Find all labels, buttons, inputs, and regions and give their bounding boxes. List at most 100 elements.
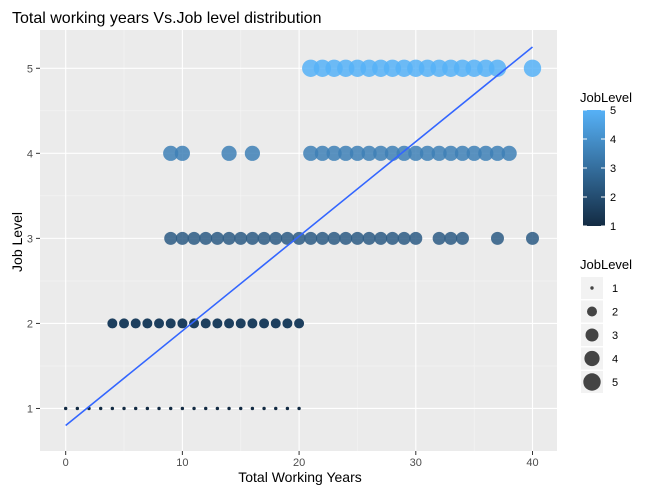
color-legend-title: JobLevel xyxy=(580,90,632,105)
data-point-level-1 xyxy=(63,406,68,411)
data-point-level-2 xyxy=(294,318,305,329)
y-tick-label: 4 xyxy=(27,148,33,160)
data-point-level-3 xyxy=(269,231,283,245)
data-point-level-4 xyxy=(361,145,377,161)
data-point-level-2 xyxy=(235,318,246,329)
data-point-level-3 xyxy=(315,231,329,245)
data-point-level-2 xyxy=(259,318,270,329)
data-point-level-4 xyxy=(349,145,366,161)
data-point-level-1 xyxy=(227,406,231,411)
colorbar-label: 5 xyxy=(610,105,616,117)
y-tick-label: 2 xyxy=(27,318,33,330)
data-point-level-4 xyxy=(489,145,506,161)
data-point-level-3 xyxy=(455,231,469,245)
trend-line xyxy=(65,46,533,427)
data-point-level-4 xyxy=(431,145,447,161)
y-tick-label: 3 xyxy=(27,233,33,245)
data-point-level-1 xyxy=(98,406,103,411)
data-point-level-3 xyxy=(187,231,201,245)
data-point-level-2 xyxy=(142,318,153,329)
data-point-level-3 xyxy=(490,231,504,245)
data-point-level-3 xyxy=(362,231,376,245)
data-point-level-2 xyxy=(189,318,200,329)
size-legend-point xyxy=(584,350,600,367)
data-point-level-5 xyxy=(523,59,542,77)
data-point-level-3 xyxy=(525,231,539,245)
data-point-level-1 xyxy=(297,406,301,411)
data-point-level-3 xyxy=(292,231,306,245)
data-point-level-1 xyxy=(250,406,255,411)
size-legend-point xyxy=(590,286,594,290)
data-point-level-4 xyxy=(326,145,342,161)
data-point-level-4 xyxy=(174,145,190,161)
data-point-level-4 xyxy=(373,145,389,161)
size-legend-label: 1 xyxy=(612,283,618,295)
data-point-level-4 xyxy=(408,145,424,161)
color-legend: JobLevel 1 2 3 4 5 xyxy=(580,90,632,233)
data-point-level-1 xyxy=(285,406,290,411)
x-tick-label: 20 xyxy=(293,457,305,469)
colorbar-label: 2 xyxy=(610,192,616,204)
data-point-level-2 xyxy=(224,318,235,329)
x-axis-title: Total Working Years xyxy=(238,469,361,485)
data-point-level-4 xyxy=(454,145,471,161)
data-point-level-1 xyxy=(122,406,126,411)
data-point-level-3 xyxy=(350,231,364,245)
data-point-level-1 xyxy=(215,406,220,411)
data-point-level-4 xyxy=(478,145,494,161)
data-point-level-2 xyxy=(107,318,118,329)
size-legend-point xyxy=(587,306,597,317)
data-point-level-4 xyxy=(314,145,331,161)
data-point-level-3 xyxy=(280,231,294,245)
y-tick-label: 5 xyxy=(27,63,33,75)
data-point-level-4 xyxy=(466,145,482,161)
x-tick-label: 30 xyxy=(410,457,422,469)
data-point-level-3 xyxy=(234,231,248,245)
size-legend-label: 3 xyxy=(612,330,618,342)
data-point-level-4 xyxy=(221,145,237,161)
data-point-level-2 xyxy=(130,318,141,329)
data-point-level-3 xyxy=(210,231,224,245)
data-point-level-2 xyxy=(212,318,223,329)
data-point-level-1 xyxy=(192,406,196,411)
size-legend-label: 2 xyxy=(612,307,618,319)
size-legend-title: JobLevel xyxy=(580,257,632,272)
data-point-level-2 xyxy=(177,318,188,329)
data-point-level-2 xyxy=(247,318,258,329)
size-legend-point xyxy=(585,328,599,342)
data-point-level-3 xyxy=(385,231,399,245)
data-point-level-3 xyxy=(432,231,446,245)
data-point-level-3 xyxy=(327,231,341,245)
data-point-level-1 xyxy=(274,406,278,411)
data-point-level-4 xyxy=(303,145,319,161)
data-point-level-1 xyxy=(133,406,138,411)
data-point-level-1 xyxy=(262,406,266,411)
data-point-level-3 xyxy=(339,231,353,245)
size-legend-point xyxy=(583,373,601,391)
data-point-level-4 xyxy=(501,145,517,161)
x-tick-label: 0 xyxy=(63,457,69,469)
size-legend: JobLevel 1 2 3 4 5 xyxy=(580,257,632,393)
data-point-level-2 xyxy=(270,318,281,329)
data-point-level-2 xyxy=(282,318,293,329)
data-point-level-4 xyxy=(244,145,261,161)
chart-title: Total working years Vs.Job level distrib… xyxy=(12,10,321,27)
data-point-level-3 xyxy=(397,231,411,245)
data-point-level-4 xyxy=(396,145,412,161)
data-point-level-4 xyxy=(163,145,179,161)
data-point-level-1 xyxy=(145,406,150,411)
data-point-level-2 xyxy=(200,318,211,329)
data-point-level-4 xyxy=(419,145,436,161)
data-point-level-3 xyxy=(199,231,213,245)
x-tick-label: 10 xyxy=(176,457,188,469)
data-point-level-1 xyxy=(180,406,185,411)
data-point-level-3 xyxy=(374,231,388,245)
data-point-level-3 xyxy=(409,231,423,245)
size-legend-label: 4 xyxy=(612,354,618,366)
data-point-level-4 xyxy=(443,145,459,161)
y-tick-label: 1 xyxy=(27,403,33,415)
colorbar-label: 1 xyxy=(610,221,616,233)
data-point-level-3 xyxy=(222,231,236,245)
data-point-level-2 xyxy=(165,318,176,329)
